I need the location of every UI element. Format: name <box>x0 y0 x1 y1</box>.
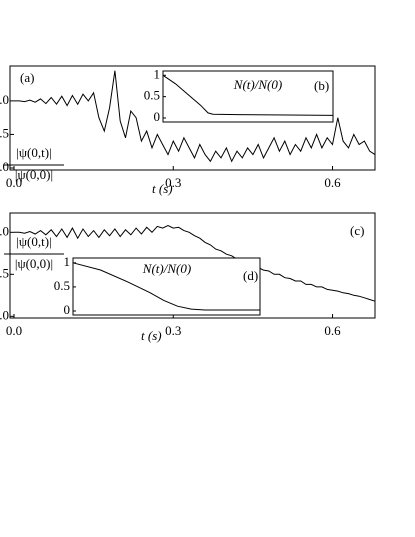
x-tick-label: 0.3 <box>165 323 181 338</box>
x-axis-label: t (s) <box>141 328 162 343</box>
y-tick-label: 0.0 <box>0 159 9 174</box>
inset-title: N(t)/N(0) <box>142 261 191 276</box>
inset-y-tick-label: 0 <box>64 302 71 317</box>
y-tick-label: 1.0 <box>0 92 9 107</box>
inset-y-tick-label: 0.5 <box>144 88 160 103</box>
y-label-numerator: |ψ(0,t)| <box>16 145 51 160</box>
y-tick-label: 1.0 <box>0 223 9 238</box>
inset-panel-label: (b) <box>314 78 329 93</box>
x-tick-label: 0.3 <box>165 175 181 190</box>
inset-y-tick-label: 0.5 <box>54 278 70 293</box>
x-tick-label: 0.6 <box>324 175 341 190</box>
x-tick-label: 0.0 <box>6 323 22 338</box>
inset-line <box>162 74 334 116</box>
x-tick-label: 0.0 <box>6 175 22 190</box>
inset-frame <box>162 70 334 123</box>
inset-title: N(t)/N(0) <box>233 77 282 92</box>
inset-y-tick-label: 1 <box>64 254 71 269</box>
y-label-denominator: |ψ(0,0)| <box>15 256 53 271</box>
inset-y-tick-label: 0 <box>154 109 161 124</box>
signal-line <box>14 70 376 163</box>
inset-y-tick-label: 1 <box>154 66 161 81</box>
plot-frame <box>9 212 376 319</box>
y-tick-label: 0.0 <box>0 307 9 322</box>
x-axis-label: t (s) <box>152 181 173 196</box>
y-tick-label: 0.5 <box>0 125 9 140</box>
inset-panel-label: (d) <box>243 268 258 283</box>
signal-line <box>14 225 376 302</box>
y-label-numerator: |ψ(0,t)| <box>16 234 51 249</box>
panel-label: (c) <box>350 223 364 238</box>
y-label-denominator: |ψ(0,0)| <box>15 167 53 182</box>
plot-frame <box>9 65 376 171</box>
panel-label: (a) <box>20 70 34 85</box>
inset-line <box>72 262 260 311</box>
y-tick-label: 0.5 <box>0 265 9 280</box>
x-tick-label: 0.6 <box>324 323 341 338</box>
